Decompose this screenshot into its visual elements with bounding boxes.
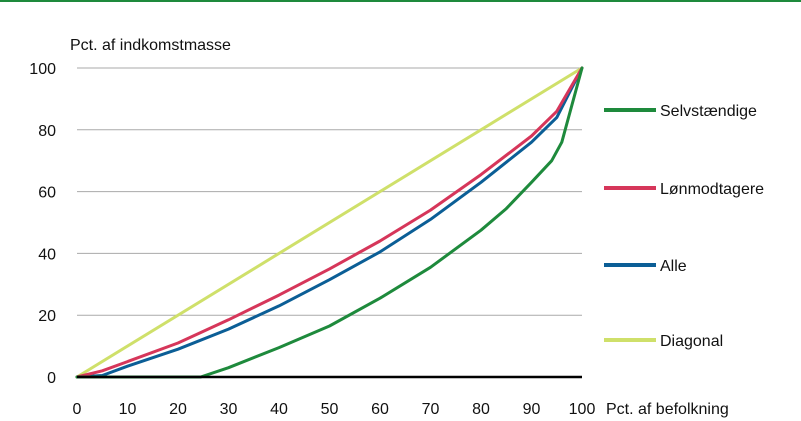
- series-line-alle: [75, 66, 584, 379]
- gridlines: [77, 67, 582, 316]
- x-tick-label-40: 40: [270, 401, 288, 418]
- x-tick-label-0: 0: [73, 401, 82, 418]
- legend: Selvstændige Lønmodtagere Alle Diagonal: [604, 103, 764, 350]
- series-lines: [75, 66, 584, 379]
- legend-label-l-nmodtagere: Lønmodtagere: [660, 181, 764, 198]
- x-tick-label-60: 60: [371, 401, 389, 418]
- x-tick-label-50: 50: [321, 401, 339, 418]
- series-line-diagonal: [75, 66, 584, 379]
- top-rule: [0, 0, 801, 2]
- y-axis-title: Pct. af indkomstmasse: [70, 37, 231, 54]
- y-tick-labels: 0 20 40 60 80 100: [29, 61, 56, 387]
- series-line-selvst-ndige: [75, 66, 584, 379]
- x-tick-label-10: 10: [119, 401, 137, 418]
- x-axis-title: Pct. af befolkning: [606, 401, 729, 418]
- y-tick-label-60: 60: [38, 185, 56, 202]
- x-tick-labels: 0 10 20 30 40 50 60 70 80 90 100: [73, 401, 596, 418]
- legend-label-selvst-ndige: Selvstændige: [660, 103, 757, 120]
- y-tick-label-40: 40: [38, 246, 56, 263]
- x-tick-label-30: 30: [220, 401, 238, 418]
- legend-label-diagonal: Diagonal: [660, 333, 723, 350]
- y-tick-label-80: 80: [38, 123, 56, 140]
- x-tick-label-20: 20: [169, 401, 187, 418]
- series-line-l-nmodtagere: [75, 66, 584, 379]
- x-tick-label-70: 70: [422, 401, 440, 418]
- x-tick-label-100: 100: [569, 401, 596, 418]
- y-tick-label-0: 0: [47, 370, 56, 387]
- legend-label-alle: Alle: [660, 258, 687, 275]
- y-tick-label-100: 100: [29, 61, 56, 78]
- x-tick-label-80: 80: [472, 401, 490, 418]
- x-tick-label-90: 90: [523, 401, 541, 418]
- y-tick-label-20: 20: [38, 308, 56, 325]
